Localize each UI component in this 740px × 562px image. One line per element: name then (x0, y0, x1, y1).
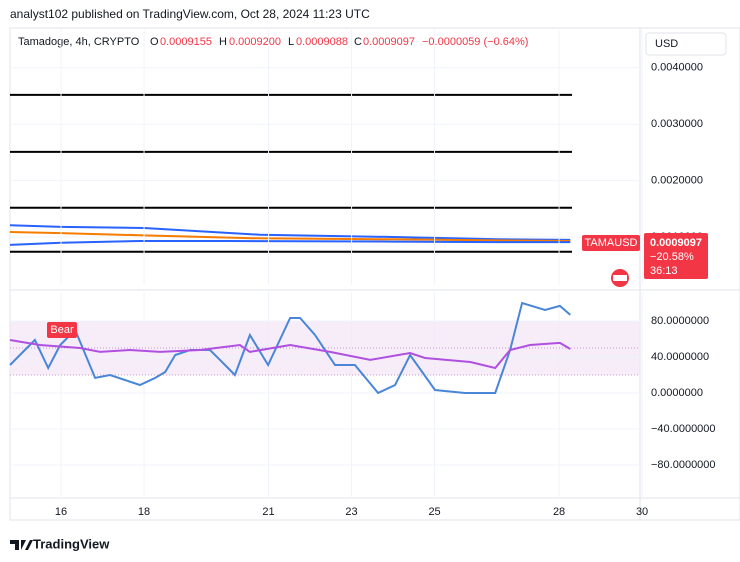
pct: −20.58% (650, 251, 694, 263)
legend: Tamadoge, 4h, CRYPTO O 0.0009155 H 0.000… (18, 36, 528, 48)
y-tick-label: −80.0000000 (651, 459, 716, 471)
high-label: H (219, 36, 227, 48)
plot: 0.00400000.00300000.00200000.00100001618… (9, 30, 716, 518)
chart-frame (9, 27, 740, 521)
series-line (9, 301, 571, 395)
logo-mark (10, 540, 33, 550)
x-tick-label: 25 (428, 506, 440, 518)
countdown: 36:13 (650, 265, 678, 277)
y-tick-label: 0.0020000 (651, 175, 703, 187)
bear-label: Bear (50, 324, 74, 336)
y-tick-label: 40.0000000 (651, 351, 709, 363)
currency: USD (655, 38, 678, 50)
open-label: O (150, 36, 159, 48)
y-tick-label: 0.0040000 (651, 62, 703, 74)
flag-stripe (613, 275, 627, 281)
symbol: Tamadoge, 4h, CRYPTO (18, 36, 140, 48)
bear-tag (47, 322, 77, 338)
ticker: TAMAUSD (585, 237, 638, 249)
price: 0.0009097 (650, 237, 702, 249)
low: 0.0009088 (296, 36, 348, 48)
close-label: C (354, 36, 362, 48)
close: 0.0009097 (363, 36, 415, 48)
price-tag (644, 233, 708, 279)
y-tick-label: 0.0030000 (651, 118, 703, 130)
x-tick-label: 28 (553, 506, 565, 518)
currency-button[interactable] (645, 32, 727, 56)
y-tick-label: 80.0000000 (651, 315, 709, 327)
x-tick-label: 16 (55, 506, 67, 518)
low-label: L (288, 36, 294, 48)
publish-line: analyst102 published on TradingView.com,… (10, 7, 370, 21)
ticker-tag (582, 235, 640, 251)
series-line (9, 339, 571, 370)
brand-logo: TradingView (10, 536, 110, 551)
x-tick-label: 30 (636, 506, 648, 518)
x-tick-label: 21 (262, 506, 274, 518)
y-tick-label: 0.0000000 (651, 387, 703, 399)
y-tick-label: −40.0000000 (651, 423, 716, 435)
x-tick-label: 18 (138, 506, 150, 518)
change: −0.0000059 (−0.64%) (422, 36, 528, 48)
high: 0.0009200 (229, 36, 281, 48)
x-tick-label: 23 (345, 506, 357, 518)
brand: TradingView (33, 536, 110, 551)
open: 0.0009155 (160, 36, 212, 48)
